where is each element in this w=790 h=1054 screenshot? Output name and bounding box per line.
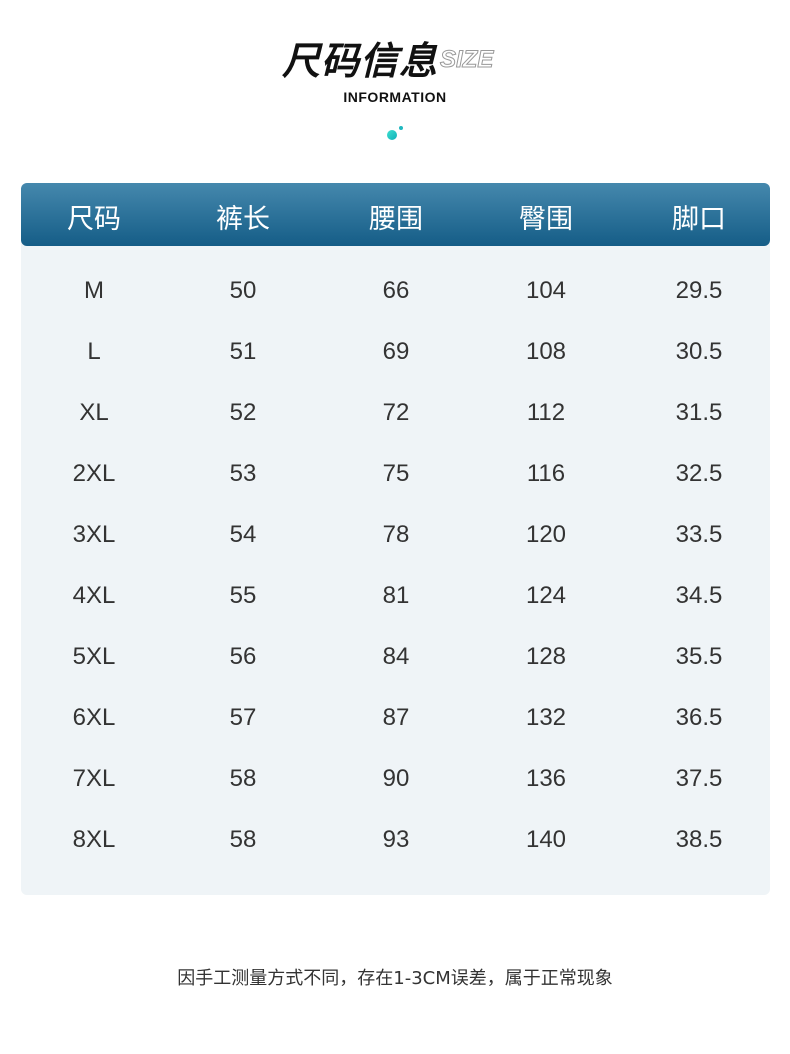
table-cell: 37.5: [675, 765, 723, 792]
column-header: 腰围: [369, 204, 423, 235]
column-header: 臀围: [519, 204, 573, 235]
table-cell: 6XL: [72, 704, 116, 731]
table-cell: 30.5: [675, 338, 723, 365]
measurement-note: 因手工测量方式不同，存在1-3CM误差，属于正常现象: [177, 968, 613, 989]
table-cell: 116: [526, 460, 566, 487]
table-cell: 136: [525, 765, 567, 792]
table-cell: 57: [229, 704, 257, 731]
column-header: 脚口: [672, 204, 726, 235]
table-cell: 55: [229, 582, 257, 609]
table-cell: L: [87, 338, 101, 365]
table-cell: 7XL: [72, 765, 116, 792]
table-cell: 72: [382, 399, 410, 426]
table-cell: 75: [382, 460, 410, 487]
size-table: 尺码 裤长 腰围 臀围 脚口 M 50 66 104 29.5 L 51 69 108 30.5 XL 52 7…: [21, 183, 770, 895]
table-cell: 120: [525, 521, 567, 548]
table-cell: 53: [229, 460, 257, 487]
table-cell: 29.5: [675, 277, 723, 304]
column-header: 裤长: [216, 204, 270, 235]
table-cell: 104: [525, 277, 567, 304]
table-cell: 108: [525, 338, 567, 365]
table-cell: 58: [229, 765, 257, 792]
table-cell: 35.5: [675, 643, 723, 670]
table-cell: 66: [382, 277, 410, 304]
table-cell: 50: [229, 277, 257, 304]
table-cell: 140: [525, 826, 567, 853]
table-cell: 2XL: [72, 460, 116, 487]
title-en: SIZE: [439, 46, 494, 74]
table-cell: 36.5: [675, 704, 723, 731]
table-cell: 33.5: [675, 521, 723, 548]
table-cell: 87: [382, 704, 410, 731]
table-cell: 5XL: [72, 643, 116, 670]
table-cell: 56: [229, 643, 257, 670]
table-cell: 112: [526, 399, 566, 426]
table-cell: 132: [525, 704, 567, 731]
page-title: 尺码信息: [282, 39, 439, 83]
table-cell: 4XL: [72, 582, 116, 609]
table-cell: 38.5: [675, 826, 723, 853]
table-cell: 58: [229, 826, 257, 853]
table-cell: 128: [525, 643, 567, 670]
decorative-dot-small-icon: [399, 126, 403, 130]
subtitle: INFORMATION: [343, 89, 447, 105]
table-cell: 32.5: [675, 460, 723, 487]
table-header: 尺码 裤长 腰围 臀围 脚口: [21, 183, 770, 246]
table-cell: 93: [382, 826, 410, 853]
table-cell: 3XL: [72, 521, 116, 548]
table-cell: 69: [382, 338, 410, 365]
table-cell: 8XL: [72, 826, 116, 853]
table-cell: 51: [229, 338, 257, 365]
table-cell: 34.5: [675, 582, 723, 609]
table-cell: XL: [79, 399, 109, 426]
table-cell: 84: [382, 643, 410, 670]
table-cell: M: [84, 277, 104, 304]
table-cell: 78: [382, 521, 410, 548]
column-header: 尺码: [67, 204, 121, 235]
table-cell: 52: [229, 399, 257, 426]
table-cell: 90: [382, 765, 410, 792]
table-cell: 124: [525, 582, 567, 609]
decorative-dot-icon: [387, 130, 397, 140]
table-cell: 31.5: [675, 399, 723, 426]
table-cell: 81: [382, 582, 410, 609]
table-cell: 54: [229, 521, 257, 548]
